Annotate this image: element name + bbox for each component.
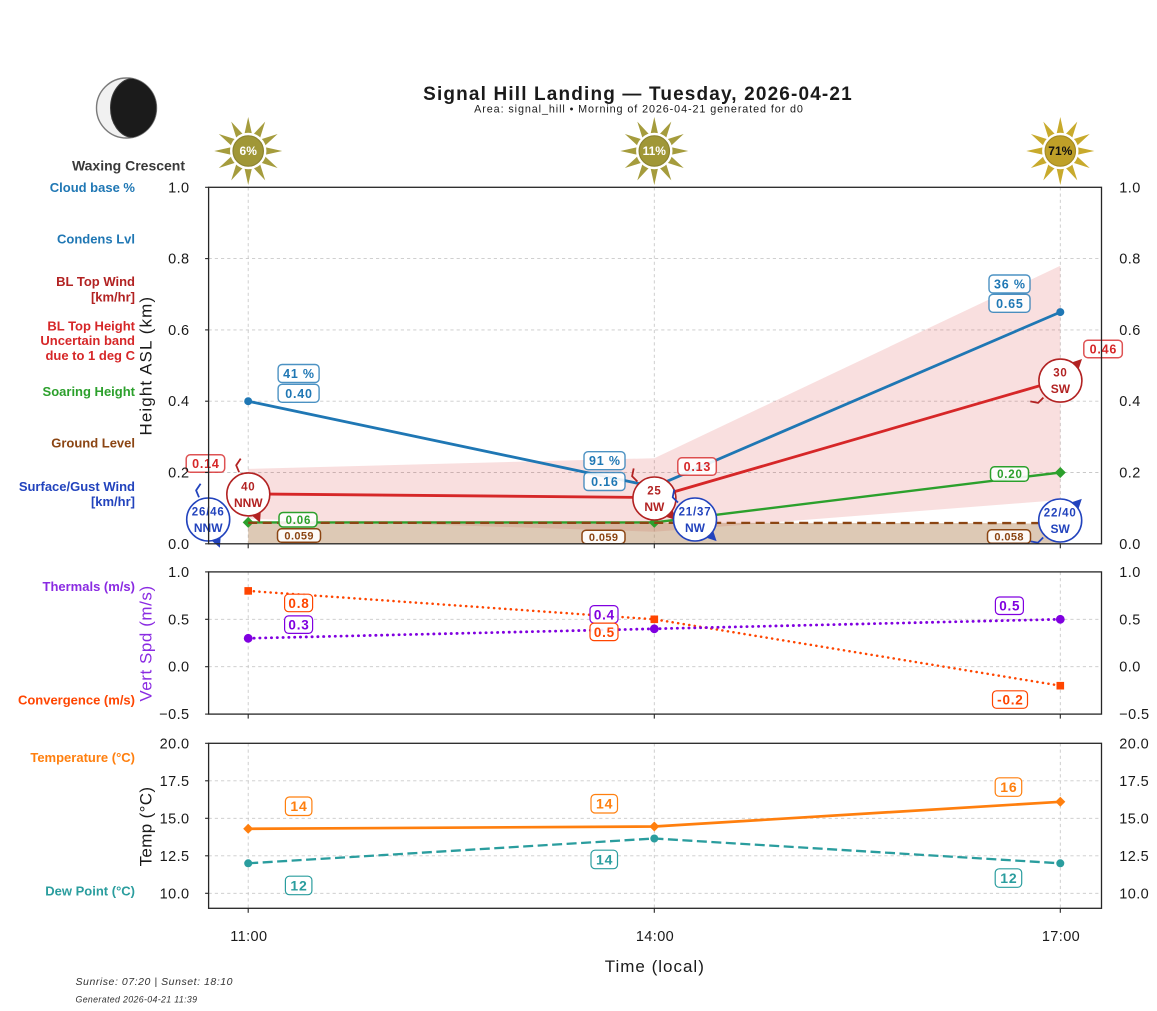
svg-text:0.2: 0.2 bbox=[1119, 466, 1140, 482]
svg-text:10.0: 10.0 bbox=[160, 886, 190, 902]
svg-text:0.8: 0.8 bbox=[1119, 252, 1140, 268]
svg-text:Ground Level: Ground Level bbox=[51, 436, 135, 451]
svg-text:Convergence (m/s): Convergence (m/s) bbox=[18, 693, 135, 708]
svg-text:16: 16 bbox=[1000, 779, 1017, 795]
svg-text:17.5: 17.5 bbox=[1119, 774, 1149, 790]
svg-text:BL Top Height: BL Top Height bbox=[47, 319, 135, 334]
svg-text:0.8: 0.8 bbox=[288, 596, 309, 611]
svg-text:10.0: 10.0 bbox=[1119, 886, 1149, 902]
svg-text:due to 1 deg C: due to 1 deg C bbox=[45, 348, 135, 363]
svg-text:1.0: 1.0 bbox=[168, 565, 189, 581]
svg-text:1.0: 1.0 bbox=[1119, 180, 1140, 196]
svg-text:0.40: 0.40 bbox=[285, 387, 313, 401]
svg-text:Dew Point (°C): Dew Point (°C) bbox=[45, 884, 135, 899]
svg-text:22/40: 22/40 bbox=[1044, 508, 1077, 520]
svg-text:0.6: 0.6 bbox=[1119, 323, 1140, 339]
svg-text:20.0: 20.0 bbox=[160, 736, 190, 752]
svg-text:Temperature (°C): Temperature (°C) bbox=[30, 750, 135, 765]
svg-text:Vert Spd (m/s): Vert Spd (m/s) bbox=[137, 585, 156, 701]
svg-text:0.058: 0.058 bbox=[994, 532, 1024, 544]
svg-text:Uncertain band: Uncertain band bbox=[40, 333, 135, 348]
svg-text:36 %: 36 % bbox=[994, 278, 1026, 292]
svg-text:0.059: 0.059 bbox=[589, 532, 619, 544]
svg-text:Soaring Height: Soaring Height bbox=[43, 384, 136, 399]
svg-text:12: 12 bbox=[1000, 870, 1017, 886]
svg-text:0.5: 0.5 bbox=[594, 625, 615, 640]
svg-text:0.4: 0.4 bbox=[168, 394, 189, 410]
svg-text:25: 25 bbox=[647, 486, 661, 498]
svg-text:0.059: 0.059 bbox=[284, 531, 314, 543]
svg-text:17.5: 17.5 bbox=[160, 774, 190, 790]
svg-text:17:00: 17:00 bbox=[1042, 929, 1080, 945]
svg-text:Surface/Gust Wind: Surface/Gust Wind bbox=[19, 479, 135, 494]
svg-text:Height ASL (km): Height ASL (km) bbox=[137, 296, 156, 436]
svg-text:15.0: 15.0 bbox=[1119, 811, 1149, 827]
svg-text:15.0: 15.0 bbox=[160, 811, 190, 827]
svg-text:0.2: 0.2 bbox=[168, 466, 189, 482]
svg-text:0.14: 0.14 bbox=[192, 457, 220, 471]
svg-text:1.0: 1.0 bbox=[1119, 565, 1140, 581]
svg-text:Signal Hill Landing — Tuesday,: Signal Hill Landing — Tuesday, 2026-04-2… bbox=[423, 84, 853, 105]
svg-text:NW: NW bbox=[685, 521, 706, 535]
svg-text:Temp (°C): Temp (°C) bbox=[137, 787, 156, 867]
svg-text:−0.5: −0.5 bbox=[1119, 707, 1149, 723]
svg-text:0.5: 0.5 bbox=[1119, 612, 1140, 628]
svg-text:0.13: 0.13 bbox=[684, 460, 712, 474]
svg-text:Area: signal_hill • Morning of: Area: signal_hill • Morning of 2026-04-2… bbox=[474, 104, 804, 116]
svg-text:26/46: 26/46 bbox=[192, 507, 225, 519]
svg-text:Thermals (m/s): Thermals (m/s) bbox=[43, 579, 135, 594]
svg-text:-0.2: -0.2 bbox=[997, 692, 1023, 707]
svg-text:0.0: 0.0 bbox=[1119, 537, 1140, 553]
svg-text:−0.5: −0.5 bbox=[159, 707, 189, 723]
svg-text:NNW: NNW bbox=[234, 496, 263, 510]
svg-text:6%: 6% bbox=[240, 144, 258, 158]
svg-text:12.5: 12.5 bbox=[160, 849, 190, 865]
svg-text:21/37: 21/37 bbox=[679, 507, 712, 519]
svg-text:[km/hr]: [km/hr] bbox=[91, 290, 135, 305]
svg-text:0.5: 0.5 bbox=[999, 599, 1020, 614]
svg-text:Sunrise: 07:20 | Sunset: 18:10: Sunrise: 07:20 | Sunset: 18:10 bbox=[76, 976, 234, 988]
svg-text:NW: NW bbox=[644, 500, 665, 514]
svg-text:Time (local): Time (local) bbox=[605, 957, 705, 976]
svg-text:91 %: 91 % bbox=[589, 454, 621, 468]
svg-text:71%: 71% bbox=[1048, 144, 1072, 158]
svg-text:12.5: 12.5 bbox=[1119, 849, 1149, 865]
svg-text:11%: 11% bbox=[643, 144, 667, 158]
svg-text:14: 14 bbox=[290, 798, 307, 814]
svg-text:Waxing Crescent: Waxing Crescent bbox=[72, 158, 185, 174]
svg-text:0.65: 0.65 bbox=[996, 297, 1024, 311]
svg-text:0.4: 0.4 bbox=[1119, 394, 1140, 410]
svg-text:40: 40 bbox=[241, 481, 255, 493]
svg-text:41 %: 41 % bbox=[283, 367, 315, 381]
svg-text:SW: SW bbox=[1051, 382, 1071, 396]
svg-text:0.16: 0.16 bbox=[591, 475, 619, 489]
svg-text:11:00: 11:00 bbox=[230, 929, 267, 945]
svg-text:BL Top Wind: BL Top Wind bbox=[56, 274, 135, 289]
svg-text:0.3: 0.3 bbox=[288, 618, 309, 633]
svg-text:[km/hr]: [km/hr] bbox=[91, 494, 135, 509]
svg-text:14: 14 bbox=[596, 852, 613, 868]
svg-text:12: 12 bbox=[290, 878, 307, 894]
svg-text:30: 30 bbox=[1053, 368, 1067, 380]
svg-text:0.20: 0.20 bbox=[997, 469, 1023, 481]
svg-text:0.5: 0.5 bbox=[168, 612, 189, 628]
svg-text:1.0: 1.0 bbox=[168, 180, 189, 196]
svg-text:0.6: 0.6 bbox=[168, 323, 189, 339]
svg-text:SW: SW bbox=[1051, 522, 1071, 536]
svg-text:0.0: 0.0 bbox=[168, 537, 189, 553]
svg-text:0.0: 0.0 bbox=[1119, 660, 1140, 676]
svg-text:0.8: 0.8 bbox=[168, 252, 189, 268]
svg-text:0.46: 0.46 bbox=[1090, 343, 1118, 357]
svg-text:14: 14 bbox=[596, 796, 613, 812]
svg-text:0.06: 0.06 bbox=[286, 515, 312, 527]
svg-text:14:00: 14:00 bbox=[636, 929, 674, 945]
svg-text:0.0: 0.0 bbox=[168, 660, 189, 676]
svg-text:Condens Lvl: Condens Lvl bbox=[57, 232, 135, 247]
svg-text:20.0: 20.0 bbox=[1119, 736, 1149, 752]
svg-text:Cloud base %: Cloud base % bbox=[50, 180, 136, 195]
svg-text:0.4: 0.4 bbox=[594, 607, 615, 622]
svg-text:Generated 2026-04-21 11:39: Generated 2026-04-21 11:39 bbox=[76, 995, 198, 1005]
